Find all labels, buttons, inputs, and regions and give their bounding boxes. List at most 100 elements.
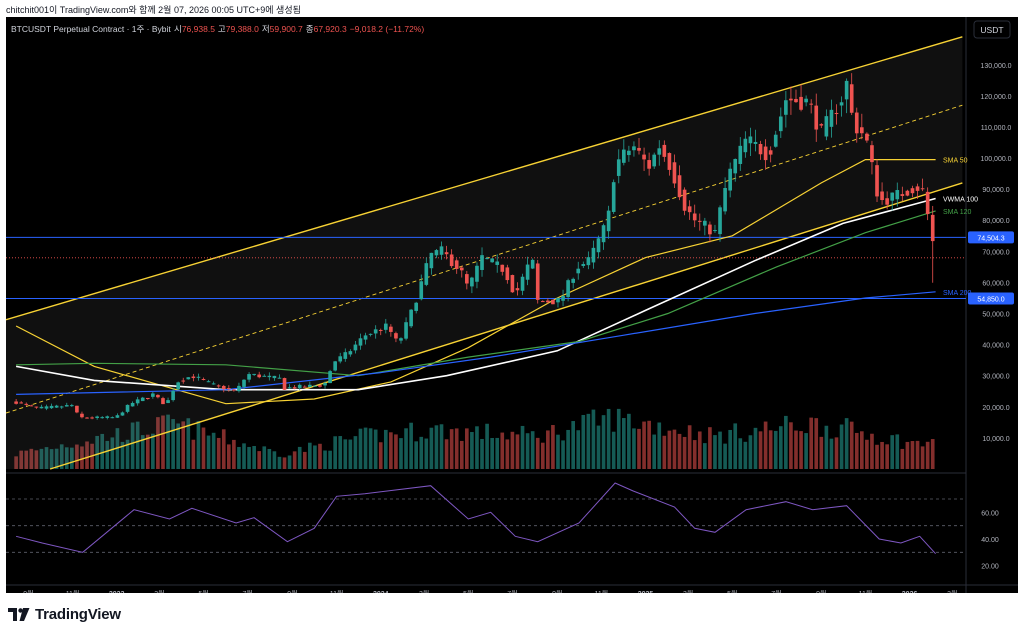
- candle-body: [824, 116, 829, 137]
- tradingview-logo[interactable]: TradingView: [8, 603, 121, 625]
- candle-body: [247, 374, 251, 380]
- volume-bar: [54, 448, 59, 469]
- volume-bar: [505, 439, 510, 469]
- candle-body: [125, 404, 130, 412]
- volume-bar: [616, 408, 621, 469]
- time-tick-label: 3월: [419, 589, 429, 593]
- candle-body: [176, 382, 181, 390]
- candle-body: [404, 322, 408, 339]
- time-tick-label: 7월: [771, 589, 781, 593]
- volume-bar: [647, 420, 651, 469]
- candle-body: [24, 403, 29, 405]
- volume-bar: [292, 451, 297, 469]
- volume-bar: [156, 417, 160, 469]
- volume-bar: [237, 446, 241, 469]
- candle-body: [206, 381, 211, 383]
- volume-bar: [642, 421, 646, 469]
- candle-body: [662, 144, 667, 157]
- volume-bar: [824, 425, 829, 469]
- candle-body: [814, 105, 819, 130]
- price-axis[interactable]: 130,000.0 120,000.0 110,000.0 100,000.0 90,0…: [980, 63, 1011, 443]
- candle-body: [920, 188, 925, 190]
- candle-body: [616, 159, 621, 176]
- candle-body: [378, 329, 383, 331]
- candle-body: [95, 416, 99, 419]
- volume-bar: [434, 425, 439, 469]
- chart-frame[interactable]: 74,504.3 54,850.0 60.00 40.00 20.00 130,000…: [6, 17, 1018, 593]
- candle-body: [763, 146, 768, 161]
- candle-body: [642, 154, 646, 160]
- volume-bar: [216, 437, 221, 469]
- volume-bar: [834, 437, 839, 469]
- volume-bar: [692, 440, 697, 469]
- time-tick-label: 11월: [330, 589, 344, 593]
- candle-body: [535, 263, 540, 300]
- volume-bar: [120, 441, 125, 469]
- volume-bar: [176, 423, 181, 469]
- time-tick-label: 3월: [947, 589, 957, 593]
- candle-body: [510, 275, 515, 293]
- candle-body: [596, 238, 601, 253]
- volume-bar: [414, 441, 419, 469]
- high-value: 79,388.0: [226, 24, 259, 34]
- volume-bar: [318, 443, 322, 469]
- candle-body: [439, 246, 444, 255]
- candle-body: [338, 356, 343, 362]
- volume-bar: [915, 440, 920, 469]
- volume-bar: [232, 439, 236, 469]
- candle-body: [100, 417, 105, 419]
- lower-support-tag: [968, 292, 1014, 305]
- candle-body: [444, 252, 449, 255]
- candle-body: [875, 165, 879, 197]
- candle-body: [308, 384, 312, 387]
- volume-bar: [186, 418, 191, 469]
- volume-bar: [596, 425, 601, 469]
- candle-body: [75, 405, 79, 413]
- price-tick-label: 30,000.0: [982, 374, 1009, 381]
- candle-body: [915, 186, 920, 191]
- volume-bar: [272, 451, 277, 469]
- volume-bar: [80, 446, 84, 469]
- volume-bar: [470, 432, 474, 469]
- candle-body: [773, 134, 778, 147]
- horizontal-levels[interactable]: 74,504.3 54,850.0: [6, 231, 1014, 305]
- sma-120-line: [16, 210, 936, 377]
- candle-body: [713, 230, 717, 232]
- candle-body: [191, 376, 196, 379]
- currency-button[interactable]: USDT: [973, 20, 1011, 39]
- volume-bar: [145, 434, 150, 469]
- trend-channel[interactable]: [6, 36, 963, 470]
- volume-bar: [100, 433, 105, 469]
- price-tick-label: 80,000.0: [982, 218, 1009, 225]
- volume-bar: [672, 429, 677, 469]
- candle-body: [682, 189, 687, 211]
- candle-body: [70, 405, 74, 407]
- volume-bar: [44, 447, 49, 469]
- volume-bar: [920, 446, 925, 469]
- volume-bar: [814, 418, 819, 469]
- volume-bar: [586, 413, 591, 469]
- candle-body: [895, 190, 900, 200]
- candle-body: [860, 127, 864, 134]
- time-tick-label: 11월: [595, 589, 609, 593]
- volume-bar: [449, 429, 454, 469]
- volume-bar: [632, 428, 636, 469]
- volume-bar: [905, 441, 910, 469]
- volume-bar: [885, 444, 889, 469]
- volume-bar: [378, 442, 383, 469]
- volume-bar: [930, 439, 935, 469]
- candle-body: [39, 406, 44, 409]
- volume-bar: [561, 440, 565, 469]
- time-axis[interactable]: 9월 11월 2023 3월 5월 7월 9월 11월 2024 3월 5월 7월 9월 11월 2025 3…: [23, 589, 957, 593]
- price-tick-label: 130,000.0: [980, 63, 1011, 70]
- price-chart[interactable]: 74,504.3 54,850.0 60.00 40.00 20.00 130,000…: [6, 17, 1018, 593]
- volume-bar: [895, 434, 900, 469]
- candle-body: [196, 376, 201, 378]
- volume-bar: [490, 437, 494, 469]
- candle-body: [59, 406, 64, 408]
- volume-bar: [773, 430, 778, 469]
- candle-body: [262, 375, 267, 377]
- candle-body: [358, 338, 363, 346]
- volume-bar: [718, 431, 722, 469]
- volume-bar: [19, 450, 24, 469]
